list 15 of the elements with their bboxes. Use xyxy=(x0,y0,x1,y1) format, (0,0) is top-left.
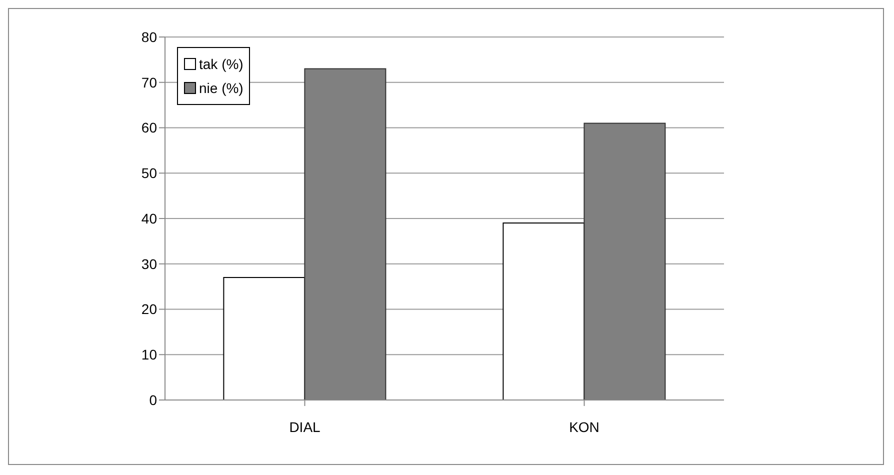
y-tick-label: 50 xyxy=(141,165,158,182)
y-tick-label: 30 xyxy=(141,256,158,272)
y-tick-label: 0 xyxy=(149,392,158,408)
bar xyxy=(223,276,306,400)
y-tick-label: 60 xyxy=(141,120,158,136)
legend-label: tak (%) xyxy=(199,55,244,74)
y-tick-label: 10 xyxy=(141,346,158,363)
bar xyxy=(502,222,585,400)
x-tick-label: DIAL xyxy=(289,418,321,435)
y-tick-label: 20 xyxy=(141,301,158,318)
y-tick-label: 40 xyxy=(141,210,158,226)
x-tick-label: KON xyxy=(569,418,600,435)
legend-label: nie (%) xyxy=(199,79,244,98)
y-tick-label: 70 xyxy=(141,74,158,90)
y-tick-label: 80 xyxy=(141,28,158,45)
